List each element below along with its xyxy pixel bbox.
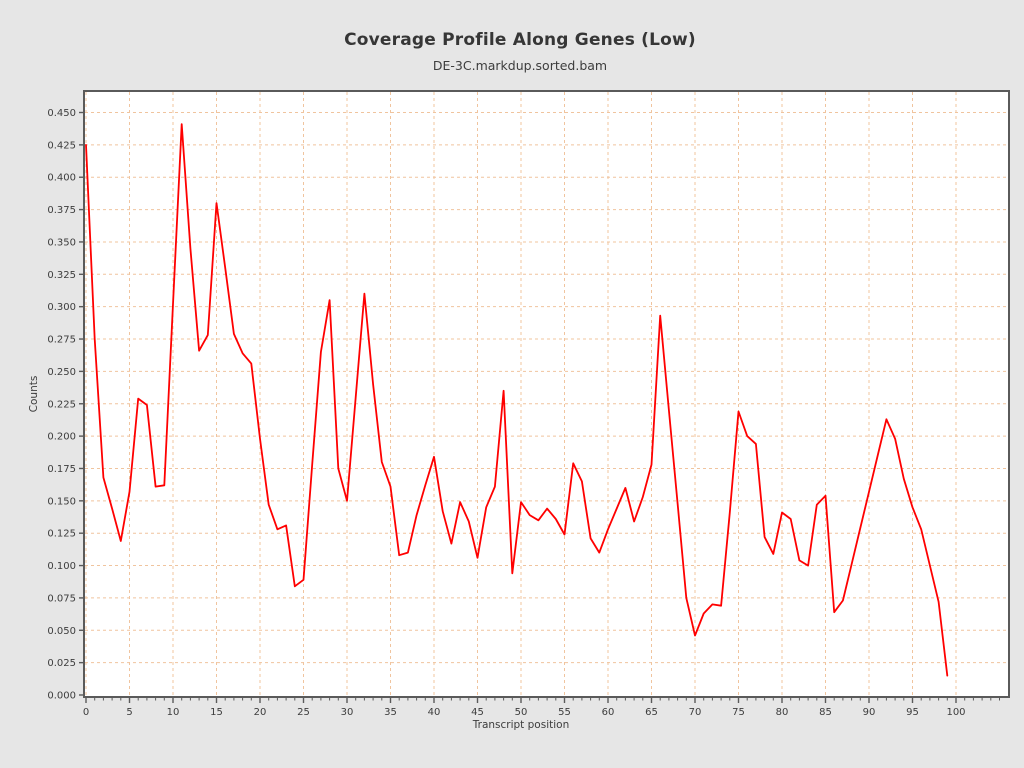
y-tick-label: 0.050 bbox=[47, 626, 76, 637]
x-tick-label: 50 bbox=[515, 707, 528, 718]
coverage-series-line bbox=[85, 123, 949, 677]
y-tick-label: 0.300 bbox=[47, 302, 76, 313]
x-tick-label: 95 bbox=[906, 707, 919, 718]
y-tick-label: 0.125 bbox=[47, 529, 76, 540]
plot-border bbox=[83, 90, 1010, 698]
x-tick-label: 25 bbox=[297, 707, 310, 718]
x-tick-label: 20 bbox=[254, 707, 267, 718]
x-tick-label: 55 bbox=[558, 707, 571, 718]
y-tick-label: 0.350 bbox=[47, 237, 76, 248]
x-tick-label: 15 bbox=[210, 707, 223, 718]
y-tick-label: 0.150 bbox=[47, 496, 76, 507]
x-tick-label: 30 bbox=[341, 707, 354, 718]
chart-title: Coverage Profile Along Genes (Low) bbox=[344, 30, 696, 50]
y-tick-label: 0.100 bbox=[47, 561, 76, 572]
y-tick-label: 0.000 bbox=[47, 691, 76, 702]
y-tick-label: 0.200 bbox=[47, 432, 76, 443]
chart-subtitle: DE-3C.markdup.sorted.bam bbox=[432, 58, 608, 73]
x-tick-label: 35 bbox=[384, 707, 397, 718]
y-tick-label: 0.325 bbox=[47, 270, 76, 281]
y-tick-label: 0.225 bbox=[47, 399, 76, 410]
x-tick-label: 0 bbox=[83, 707, 89, 718]
x-tick-label: 10 bbox=[167, 707, 180, 718]
y-tick-label: 0.175 bbox=[47, 464, 76, 475]
x-tick-label: 80 bbox=[776, 707, 789, 718]
x-tick-label: 85 bbox=[819, 707, 832, 718]
x-tick-label: 90 bbox=[863, 707, 876, 718]
y-tick-label: 0.400 bbox=[47, 173, 76, 184]
y-tick-label: 0.450 bbox=[47, 108, 76, 119]
y-tick-label: 0.375 bbox=[47, 205, 76, 216]
y-tick-label: 0.250 bbox=[47, 367, 76, 378]
x-axis-title: Transcript position bbox=[472, 719, 569, 731]
y-tick-label: 0.075 bbox=[47, 593, 76, 604]
x-tick-label: 40 bbox=[428, 707, 441, 718]
y-tick-label: 0.025 bbox=[47, 658, 76, 669]
x-tick-label: 75 bbox=[732, 707, 745, 718]
x-tick-label: 5 bbox=[126, 707, 132, 718]
x-tick-label: 70 bbox=[689, 707, 702, 718]
x-tick-label: 100 bbox=[946, 707, 965, 718]
y-tick-label: 0.425 bbox=[47, 140, 76, 151]
y-tick-label: 0.275 bbox=[47, 335, 76, 346]
y-axis-title: Counts bbox=[28, 376, 40, 413]
x-tick-label: 45 bbox=[471, 707, 484, 718]
x-tick-label: 60 bbox=[602, 707, 615, 718]
plot-panel bbox=[84, 91, 1009, 697]
x-tick-label: 65 bbox=[645, 707, 658, 718]
